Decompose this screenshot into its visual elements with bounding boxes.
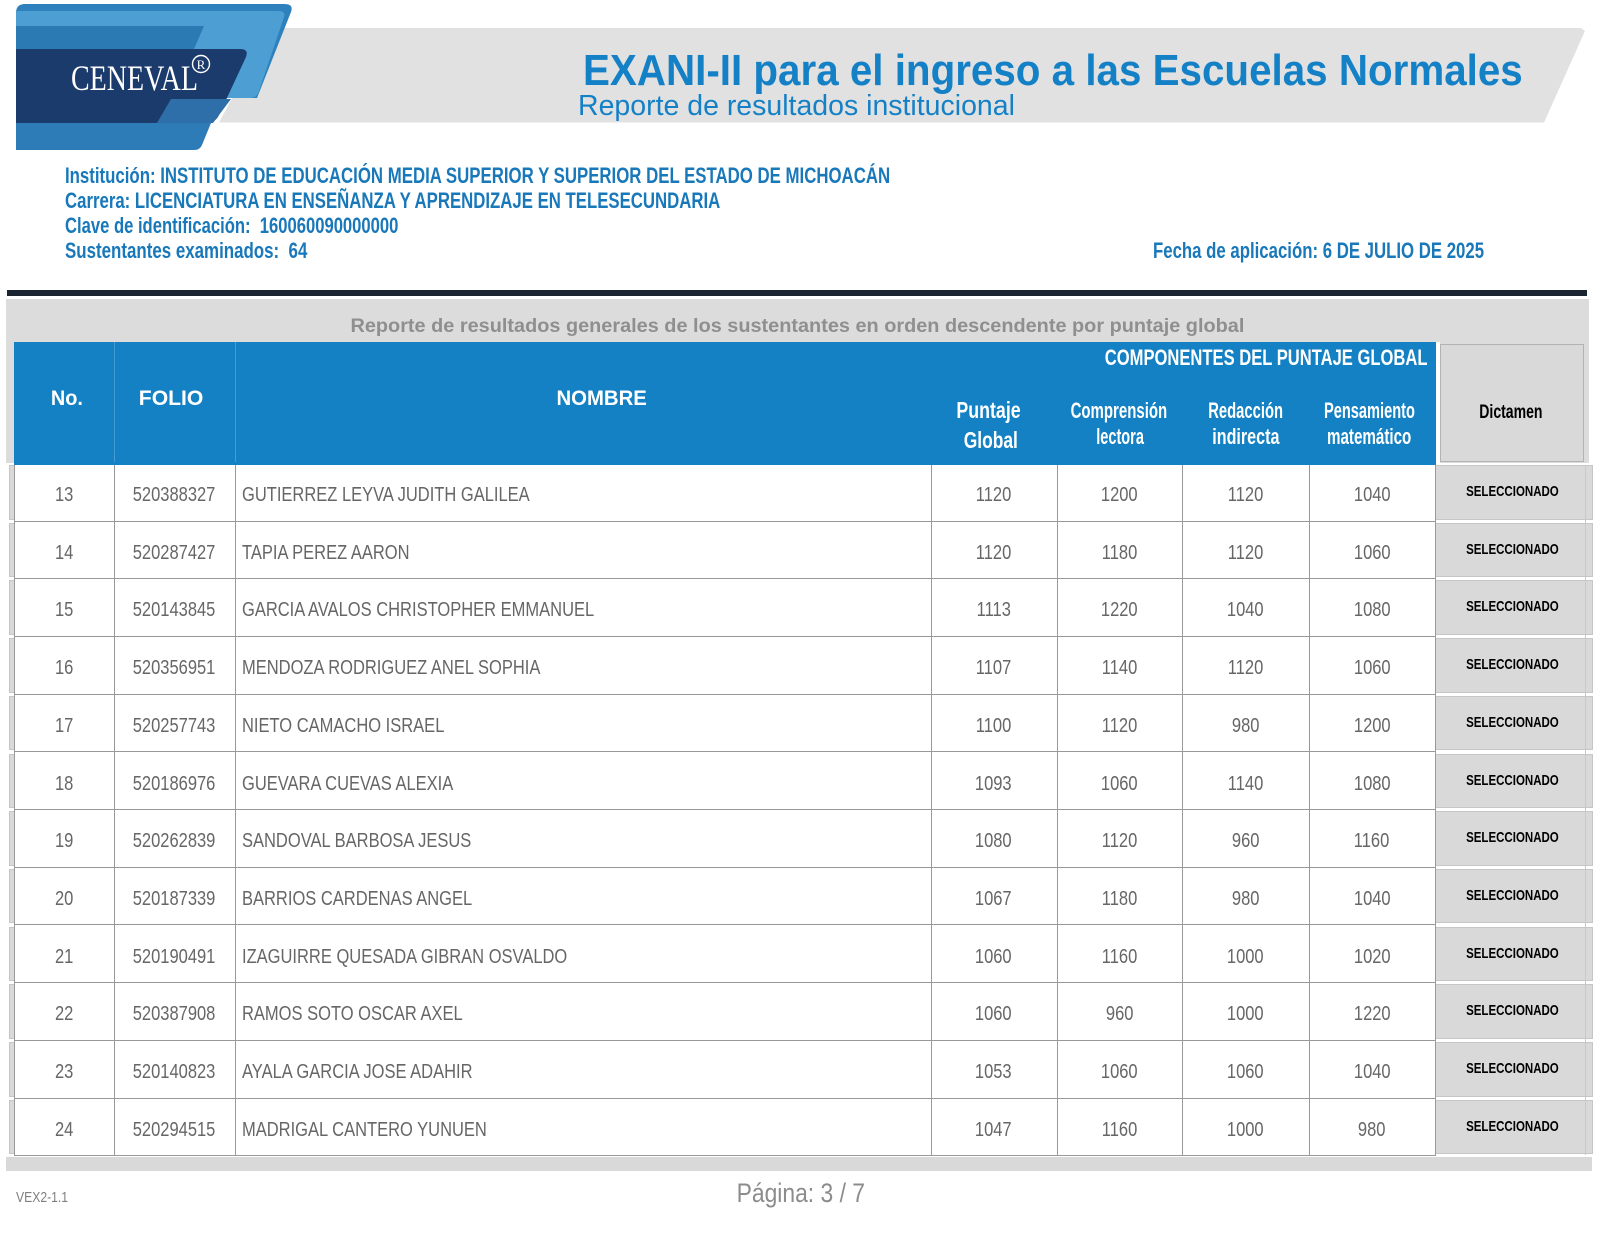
svg-text:CENEVAL: CENEVAL [71,58,198,98]
svg-text:R: R [197,57,206,72]
